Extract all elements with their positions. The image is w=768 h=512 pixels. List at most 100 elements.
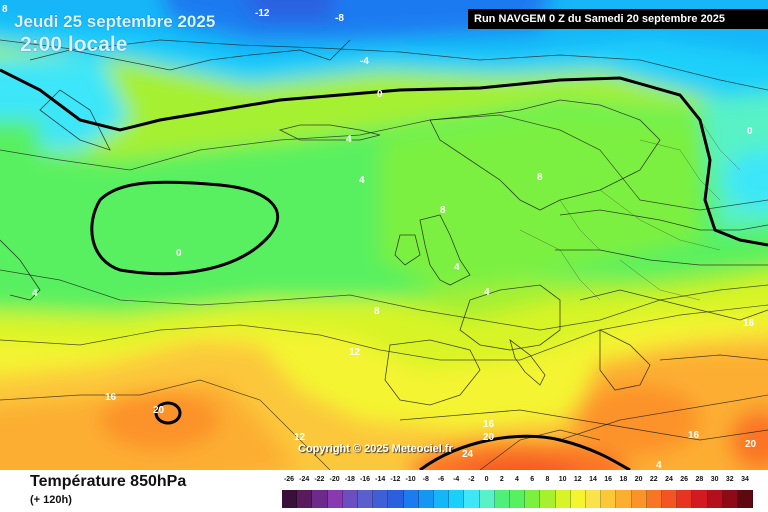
legend-swatch: [449, 490, 465, 508]
contour-labels: -12 -8 -4 0 4 4 4 4 4 8 8 8 8 12 12 16 1…: [2, 4, 757, 470]
legend-tick-label: 18: [619, 476, 628, 483]
legend-tick-label: -12: [390, 476, 401, 483]
legend-swatch: [373, 490, 389, 508]
legend-swatch: [464, 490, 480, 508]
legend-tick-label: 30: [710, 476, 719, 483]
legend-swatch: [525, 490, 541, 508]
legend-tick-label: -14: [375, 476, 386, 483]
contour-label: 8: [2, 4, 8, 15]
legend-tick-label: 24: [665, 476, 673, 483]
contour-label: 4: [484, 287, 490, 298]
legend-swatch: [738, 490, 754, 508]
contour-label: 4: [454, 262, 460, 273]
legend-tick-label: -18: [344, 476, 355, 483]
contour-label: 4: [359, 175, 365, 186]
legend-tick-label: 8: [545, 476, 550, 483]
legend-swatch: [479, 490, 495, 508]
legend-tick-label: 4: [515, 476, 519, 483]
zero-isotherm: [0, 68, 768, 470]
legend-tick-label: 34: [741, 476, 749, 483]
contour-label: -12: [255, 8, 270, 19]
legend-tick-label: -26: [283, 476, 295, 483]
map-canvas: -12 -8 -4 0 4 4 4 4 4 8 8 8 8 12 12 16 1…: [0, 0, 768, 470]
legend-tick-label: -10: [405, 476, 416, 483]
legend-swatch: [540, 490, 556, 508]
forecast-time: 2:00 locale: [20, 33, 128, 56]
legend-tick-label: 22: [649, 476, 658, 483]
color-legend: -26 -24 -22 -20 -18 -16 -14 -12 -10 -8 -6 -4 -2 0 2 4 6 8…: [282, 476, 754, 510]
legend-swatch: [662, 490, 678, 508]
legend-swatch: [555, 490, 571, 508]
forecast-date: Jeudi 25 septembre 2025: [14, 12, 216, 31]
contour-label: 4: [656, 460, 662, 470]
legend-swatch: [586, 490, 602, 508]
legend-swatch: [510, 490, 526, 508]
legend-swatch: [312, 490, 328, 508]
legend-swatch: [677, 490, 693, 508]
lead-time: (+ 120h): [30, 494, 72, 506]
legend-tick-label: -4: [453, 476, 460, 483]
legend-swatch: [570, 490, 586, 508]
legend-swatch: [342, 490, 358, 508]
contour-label: 20: [153, 405, 165, 416]
legend-swatch: [418, 490, 434, 508]
isotherms: [0, 39, 768, 470]
model-run-banner: Run NAVGEM 0 Z du Samedi 20 septembre 20…: [468, 9, 768, 29]
contour-label: 16: [105, 392, 117, 403]
contour-label: 8: [537, 172, 543, 183]
coastlines: [0, 39, 768, 441]
contour-label: 24: [462, 449, 474, 460]
legend-tick-label: 28: [695, 476, 704, 483]
contour-label: 12: [349, 347, 361, 358]
legend-swatch: [616, 490, 632, 508]
legend-swatch: [601, 490, 617, 508]
contour-label: -8: [335, 13, 344, 24]
field-title: Température 850hPa: [30, 473, 187, 490]
legend-tick-label: -24: [299, 476, 310, 483]
contour-label: 4: [346, 134, 352, 145]
contour-label: 16: [688, 430, 700, 441]
legend-tick-label: 10: [558, 476, 567, 483]
legend-tick-label: 6: [530, 476, 535, 483]
contour-label: 4: [32, 288, 38, 299]
legend-swatch: [388, 490, 404, 508]
contour-label: 0: [747, 126, 753, 137]
temperature-map: -12 -8 -4 0 4 4 4 4 4 8 8 8 8 12 12 16 1…: [0, 0, 768, 470]
contour-label: -4: [360, 56, 369, 67]
temperature-field: [0, 0, 768, 470]
contour-label: 16: [483, 419, 495, 430]
legend-tick-label: 0: [484, 476, 489, 483]
contour-label: 8: [440, 205, 446, 216]
legend-swatch: [282, 490, 298, 508]
contour-label: 0: [377, 89, 383, 100]
contour-label: 16: [743, 318, 755, 329]
legend-tick-label: -20: [329, 476, 340, 483]
contour-label: 12: [294, 432, 306, 443]
legend-tick-label: 20: [634, 476, 643, 483]
contour-label: 20: [483, 432, 495, 443]
contour-label: 20: [745, 439, 757, 450]
legend-swatch: [722, 490, 738, 508]
legend-tick-label: 32: [725, 476, 734, 483]
copyright-notice: Copyright © 2025 Meteociel.fr: [298, 443, 453, 455]
legend-swatch: [692, 490, 708, 508]
contour-label: 8: [374, 306, 380, 317]
legend-swatch: [358, 490, 374, 508]
borders: [519, 119, 741, 301]
legend-tick-label: 2: [499, 476, 504, 483]
legend-tick-label: 26: [680, 476, 689, 483]
legend-swatch: [646, 490, 662, 508]
legend-swatch: [494, 490, 510, 508]
legend-swatch: [434, 490, 450, 508]
legend-tick-label: 16: [604, 476, 613, 483]
legend-tick-label: -16: [359, 476, 371, 483]
legend-tick-label: -8: [422, 476, 429, 483]
legend-tick-label: -2: [468, 476, 475, 483]
legend-tick-label: 12: [573, 476, 582, 483]
legend-tick-label: 14: [589, 476, 597, 483]
contour-label: 0: [176, 248, 182, 259]
legend-swatch: [631, 490, 647, 508]
legend-tick-label: -22: [314, 476, 325, 483]
legend-tick-label: -6: [437, 476, 445, 483]
legend-swatch: [707, 490, 723, 508]
